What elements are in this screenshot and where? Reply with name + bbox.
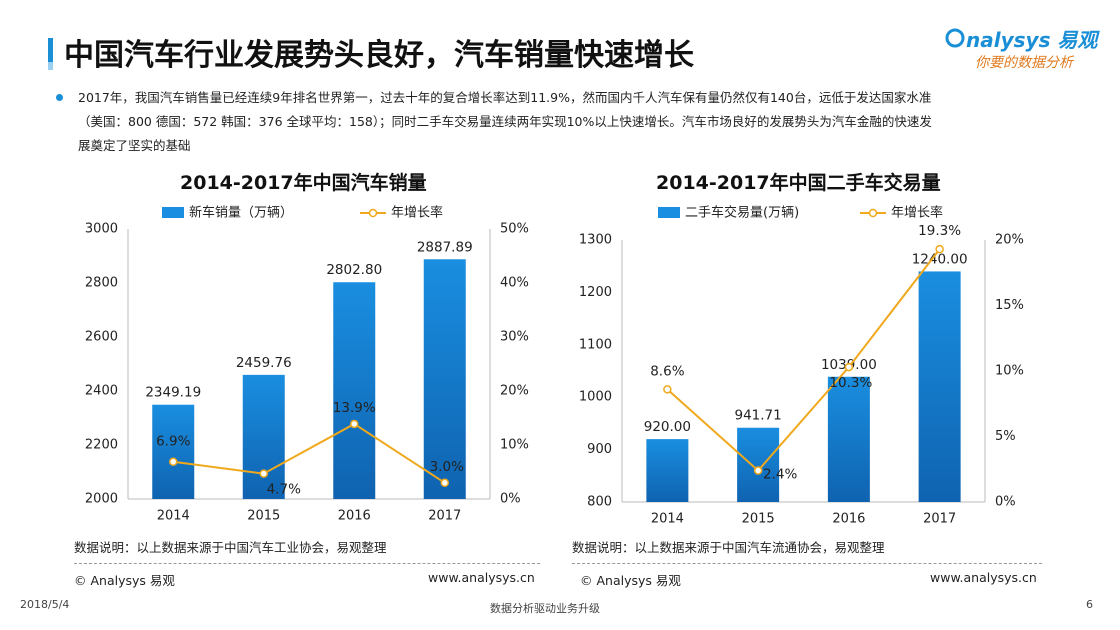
used-car-trade-chart: 800 900 1000 1100 1200 1300 0% 5% 10% 15% 20% 2014 2… xyxy=(579,205,1024,527)
growth-rate-label: 4.7% xyxy=(267,482,301,498)
summary-paragraph: 2017年，我国汽车销售量已经连续9年排名世界第一，过去十年的复合增长率达到11… xyxy=(78,86,1078,158)
bar-value-label: 941.71 xyxy=(735,408,782,424)
y-left-tick-label: 900 xyxy=(587,442,612,457)
right-data-note: 数据说明：以上数据来源于中国汽车流通协会，易观整理 xyxy=(572,540,885,555)
x-tick-label: 2015 xyxy=(742,512,775,527)
title-accent-bar xyxy=(48,38,53,68)
bar xyxy=(737,427,780,502)
bar-value-label: 2459.76 xyxy=(236,355,292,371)
y-left-tick-label: 1000 xyxy=(579,390,612,405)
growth-rate-line xyxy=(666,248,941,472)
y-right-tick-label: 40% xyxy=(500,276,529,291)
legend-bar-label: 新车销量（万辆） xyxy=(189,205,293,221)
x-tick-label: 2016 xyxy=(338,509,371,524)
y-right-tick-label: 50% xyxy=(500,222,529,237)
growth-rate-label: 10.3% xyxy=(829,375,872,391)
growth-rate-label: 2.4% xyxy=(763,467,797,483)
y-right-tick-label: 30% xyxy=(500,330,529,345)
y-left-tick-label: 2800 xyxy=(85,276,118,291)
left-chart-title: 2014-2017年中国汽车销量 xyxy=(180,172,427,194)
y-right-tick-label: 20% xyxy=(500,384,529,399)
page-title: 中国汽车行业发展势头良好，汽车销量快速增长 xyxy=(64,38,694,73)
summary-line-2: （美国：800 德国：572 韩国：376 全球平均：158）；同时二手车交易量… xyxy=(78,114,932,129)
legend-line-label: 年增长率 xyxy=(891,205,943,221)
growth-rate-label: 8.6% xyxy=(650,363,684,379)
bar-value-label: 2887.89 xyxy=(417,239,473,255)
legend-line-label: 年增长率 xyxy=(391,205,443,221)
growth-rate-label: 6.9% xyxy=(156,434,190,450)
y-left-tick-label: 2200 xyxy=(85,438,118,453)
right-divider xyxy=(572,563,1042,564)
right-chart-title: 2014-2017年中国二手车交易量 xyxy=(656,172,941,194)
x-tick-label: 2016 xyxy=(832,512,865,527)
y-left-tick-label: 1200 xyxy=(579,285,612,300)
bullet-dot xyxy=(56,94,63,101)
legend-line-marker xyxy=(368,208,378,218)
y-left-tick-label: 800 xyxy=(587,495,612,510)
y-right-tick-label: 5% xyxy=(995,429,1016,444)
y-right-tick-label: 10% xyxy=(995,364,1024,379)
y-right-tick-label: 0% xyxy=(500,492,521,507)
page-number: 6 xyxy=(1086,598,1093,611)
summary-line-1: 2017年，我国汽车销售量已经连续9年排名世界第一，过去十年的复合增长率达到11… xyxy=(78,90,932,105)
logo-slogan: 你要的数据分析 xyxy=(975,55,1073,71)
x-tick-label: 2017 xyxy=(923,512,956,527)
y-left-tick-label: 3000 xyxy=(85,222,118,237)
growth-rate-point xyxy=(663,385,672,394)
footer-slogan: 数据分析驱动业务升级 xyxy=(490,602,600,615)
left-data-note: 数据说明：以上数据来源于中国汽车工业协会，易观整理 xyxy=(74,540,387,555)
bar xyxy=(333,282,376,499)
left-website: www.analysys.cn xyxy=(428,570,535,585)
y-right-tick-label: 20% xyxy=(995,233,1024,248)
growth-rate-point xyxy=(350,419,359,429)
bar-value-label: 2349.19 xyxy=(145,385,201,401)
bar xyxy=(918,271,961,502)
x-tick-label: 2017 xyxy=(428,509,461,524)
right-copyright: © Analysys 易观 xyxy=(580,573,681,588)
x-tick-label: 2014 xyxy=(651,512,684,527)
legend-bar-swatch xyxy=(658,207,680,218)
left-divider xyxy=(74,563,540,564)
legend-bar-label: 二手车交易量(万辆) xyxy=(685,205,799,221)
bar-value-label: 920.00 xyxy=(644,419,691,435)
growth-rate-label: 19.3% xyxy=(918,223,961,239)
bar xyxy=(242,374,285,499)
growth-rate-point xyxy=(259,469,268,478)
bar xyxy=(827,376,870,502)
legend-line-marker xyxy=(868,208,878,218)
logo-brand: nalysys 易观 xyxy=(966,28,1098,52)
bar xyxy=(152,404,195,499)
y-right-tick-label: 10% xyxy=(500,438,529,453)
y-left-tick-label: 1300 xyxy=(579,233,612,248)
bar xyxy=(646,439,689,502)
growth-rate-label: 13.9% xyxy=(333,400,376,416)
y-left-tick-label: 2400 xyxy=(85,384,118,399)
x-tick-label: 2015 xyxy=(247,509,280,524)
x-tick-label: 2014 xyxy=(157,509,190,524)
bar xyxy=(423,259,466,499)
y-right-tick-label: 0% xyxy=(995,495,1016,510)
brand-logo: nalysys 易观 你要的数据分析 xyxy=(945,24,1100,74)
y-left-tick-label: 2000 xyxy=(85,492,118,507)
bar-value-label: 1240.00 xyxy=(912,251,968,267)
legend-bar-swatch xyxy=(162,207,184,218)
new-car-sales-chart: 2000 2200 2400 2600 2800 3000 0% 10% 20% 30% 40% 50… xyxy=(85,205,529,524)
growth-rate-point xyxy=(169,457,178,466)
logo-o-icon xyxy=(945,28,965,48)
growth-rate-point xyxy=(440,478,449,488)
growth-rate-line xyxy=(173,422,446,484)
summary-line-3: 展奠定了坚实的基础 xyxy=(78,138,191,153)
growth-rate-label: 3.0% xyxy=(430,459,464,475)
y-left-tick-label: 1100 xyxy=(579,337,612,352)
bar-value-label: 2802.80 xyxy=(326,262,382,278)
left-copyright: © Analysys 易观 xyxy=(74,573,175,588)
y-left-tick-label: 2600 xyxy=(85,330,118,345)
right-website: www.analysys.cn xyxy=(930,570,1037,585)
growth-rate-point xyxy=(753,466,763,475)
y-right-tick-label: 15% xyxy=(995,298,1024,313)
growth-rate-point xyxy=(844,362,854,372)
growth-rate-point xyxy=(935,244,944,254)
footer-date: 2018/5/4 xyxy=(20,598,70,611)
title-accent-bar-light xyxy=(48,62,53,70)
